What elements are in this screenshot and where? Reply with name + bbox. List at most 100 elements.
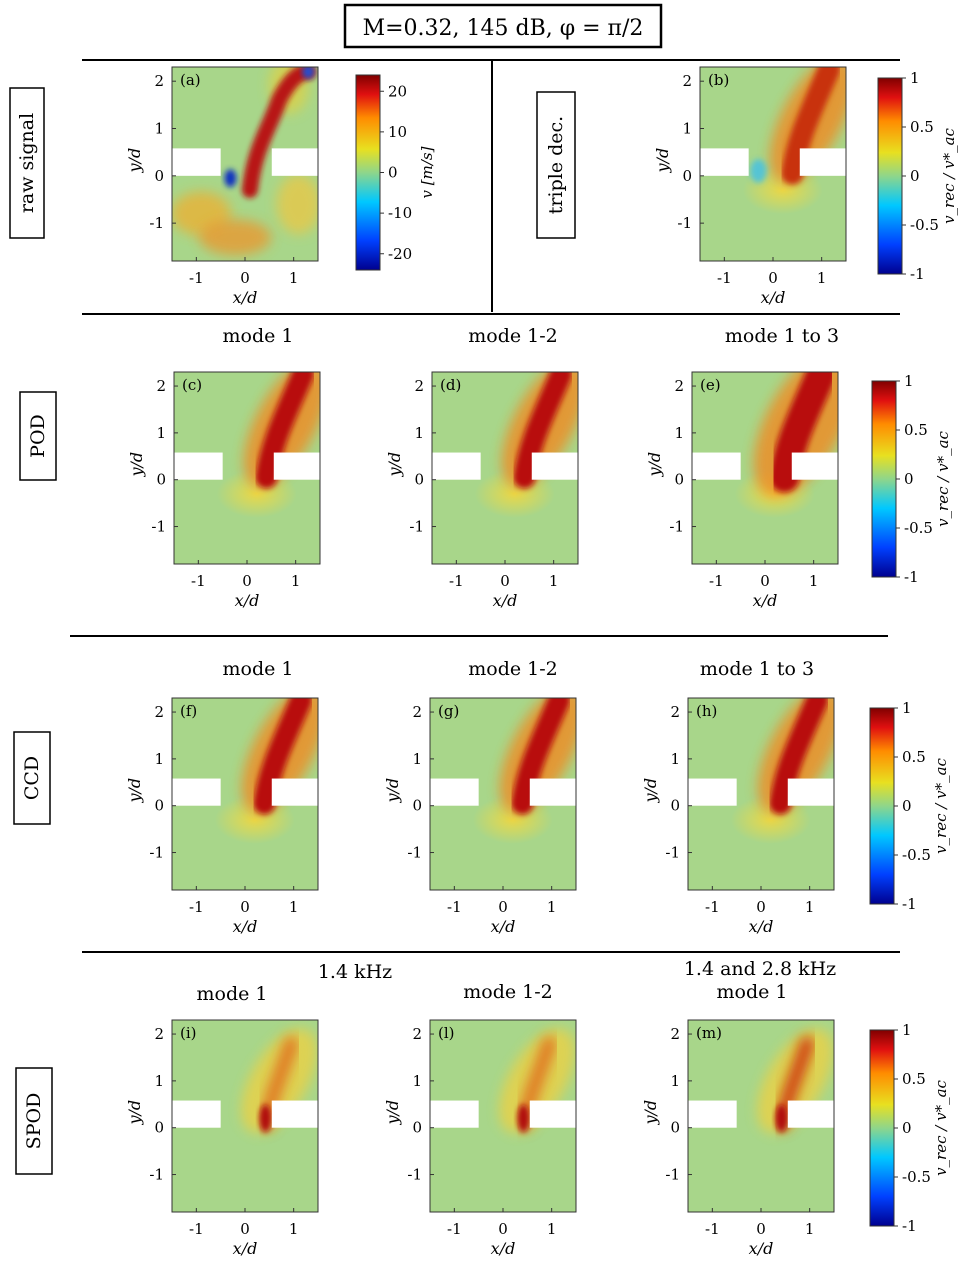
panel-l: (l) 2 1 0 -1 -1 0 1 x/d y/d	[383, 1019, 577, 1258]
colorbar-label: v_rec / v*_ac	[932, 757, 950, 853]
xtick-label: 1	[547, 1220, 557, 1238]
ytick-label: 0	[412, 797, 422, 815]
yaxis-label: y/d	[383, 1100, 402, 1126]
panel-label-e: (e)	[700, 376, 721, 394]
panel-label-c: (c)	[182, 376, 202, 394]
svg-text:SPOD: SPOD	[23, 1093, 45, 1150]
xaxis-label: x/d	[493, 591, 518, 610]
panel-e: (e) 2 1 0 -1 -1 0 1 x/d y/d	[645, 371, 839, 610]
obstacle-left	[700, 148, 749, 176]
row-label-pod: POD	[19, 391, 57, 481]
panel-a: (a) 2 1 0 -1 -1 0 1 x/d y/d	[125, 66, 319, 307]
obstacle-left	[172, 148, 221, 176]
ytick-label: 2	[682, 72, 692, 90]
colorbar-b: 1 0.5 0 -0.5 -1 v_rec / v*_ac	[877, 69, 958, 283]
xtick-label: 1	[289, 898, 299, 916]
row-label-spod: SPOD	[15, 1067, 53, 1175]
ytick-label: -1	[151, 518, 166, 536]
obstacle-left	[172, 778, 221, 806]
obstacle-right	[787, 778, 834, 806]
col-title-spod-mode1: mode 1	[197, 983, 268, 1005]
xtick-label: -1	[705, 898, 720, 916]
panel-f: (f) 2 1 0 -1 -1 0 1 x/d y/d	[125, 697, 319, 936]
xtick-label: -1	[449, 572, 464, 590]
ytick-label: 2	[156, 377, 166, 395]
colorbar-tick: 1	[902, 1021, 912, 1039]
panel-label-f: (f)	[180, 702, 197, 720]
xtick-label: 0	[756, 1220, 766, 1238]
xtick-label: 1	[817, 269, 827, 287]
panel-label-l: (l)	[438, 1024, 455, 1042]
colorbar-tick: -1	[904, 568, 919, 586]
xaxis-label: x/d	[233, 1239, 258, 1258]
col-title-pod-mode1: mode 1	[223, 325, 294, 347]
ytick-label: 1	[154, 120, 164, 138]
obstacle-left	[430, 1100, 479, 1128]
colorbar-tick: 0.5	[902, 1070, 926, 1088]
xtick-label: 0	[768, 269, 778, 287]
ytick-label: 2	[674, 377, 684, 395]
ytick-label: -1	[149, 1166, 164, 1184]
title-box	[343, 3, 663, 49]
obstacle-right	[791, 452, 838, 480]
xtick-label: 0	[240, 269, 250, 287]
colorbar-tick: -0.5	[902, 846, 931, 864]
col-title-pod-mode13: mode 1 to 3	[725, 325, 839, 347]
row-label-ccd: CCD	[13, 731, 51, 825]
ytick-label: 0	[670, 1119, 680, 1137]
ytick-label: 1	[154, 1072, 164, 1090]
col-title-ccd-mode12: mode 1-2	[468, 658, 558, 680]
xtick-label: 1	[809, 572, 819, 590]
colorbar-label: v_rec / v*_ac	[934, 430, 952, 526]
row-label-triple-dec: triple dec.	[536, 91, 576, 239]
xtick-label: 1	[289, 269, 299, 287]
obstacle-right	[273, 452, 320, 480]
panel-c: (c) 2 1 0 -1 -1 0 1 x/d y/d	[127, 371, 321, 610]
xtick-label: 0	[760, 572, 770, 590]
panel-m: (m) 2 1 0 -1 -1 0 1 x/d y/d	[641, 1019, 835, 1258]
colorbar-tick: -0.5	[902, 1168, 931, 1186]
ytick-label: -1	[149, 844, 164, 862]
ytick-label: 2	[412, 703, 422, 721]
obstacle-right	[787, 1100, 834, 1128]
svg-text:triple dec.: triple dec.	[545, 116, 567, 214]
xtick-label: 0	[498, 1220, 508, 1238]
ytick-label: 0	[156, 471, 166, 489]
ytick-label: 0	[154, 167, 164, 185]
xtick-label: 1	[549, 572, 559, 590]
ytick-label: -1	[665, 844, 680, 862]
xtick-label: 0	[240, 898, 250, 916]
xtick-label: -1	[447, 1220, 462, 1238]
xtick-label: -1	[447, 898, 462, 916]
obstacle-left	[430, 778, 479, 806]
xaxis-label: x/d	[491, 1239, 516, 1258]
panel-label-h: (h)	[696, 702, 717, 720]
ytick-label: 1	[674, 424, 684, 442]
ytick-label: 1	[682, 120, 692, 138]
ytick-label: 2	[154, 1025, 164, 1043]
obstacle-right	[271, 1100, 318, 1128]
panel-b: (b) 2 1 0 -1 -1 0 1 x/d y/d	[653, 66, 847, 307]
obstacle-left	[432, 452, 481, 480]
colorbar-tick: -20	[388, 245, 412, 263]
colorbar-tick: 1	[910, 69, 920, 87]
ytick-label: 0	[674, 471, 684, 489]
panel-label-g: (g)	[438, 702, 459, 720]
xtick-label: 0	[498, 898, 508, 916]
colorbar-tick: 0	[388, 164, 398, 182]
xtick-label: -1	[189, 269, 204, 287]
col-title-ccd-mode13: mode 1 to 3	[700, 658, 814, 680]
xtick-label: 1	[547, 898, 557, 916]
colorbar-label: v_rec / v*_ac	[932, 1079, 950, 1175]
colorbar-label: v_rec / v*_ac	[940, 127, 958, 223]
colorbar-tick: 0	[904, 470, 914, 488]
col-title-pod-mode12: mode 1-2	[468, 325, 558, 347]
ytick-label: 0	[412, 1119, 422, 1137]
svg-text:raw signal: raw signal	[16, 113, 38, 213]
ytick-label: 0	[670, 797, 680, 815]
yaxis-label: y/d	[125, 148, 144, 174]
xtick-label: -1	[705, 1220, 720, 1238]
ytick-label: 2	[154, 703, 164, 721]
yaxis-label: y/d	[653, 148, 672, 174]
yaxis-label: y/d	[645, 452, 664, 478]
